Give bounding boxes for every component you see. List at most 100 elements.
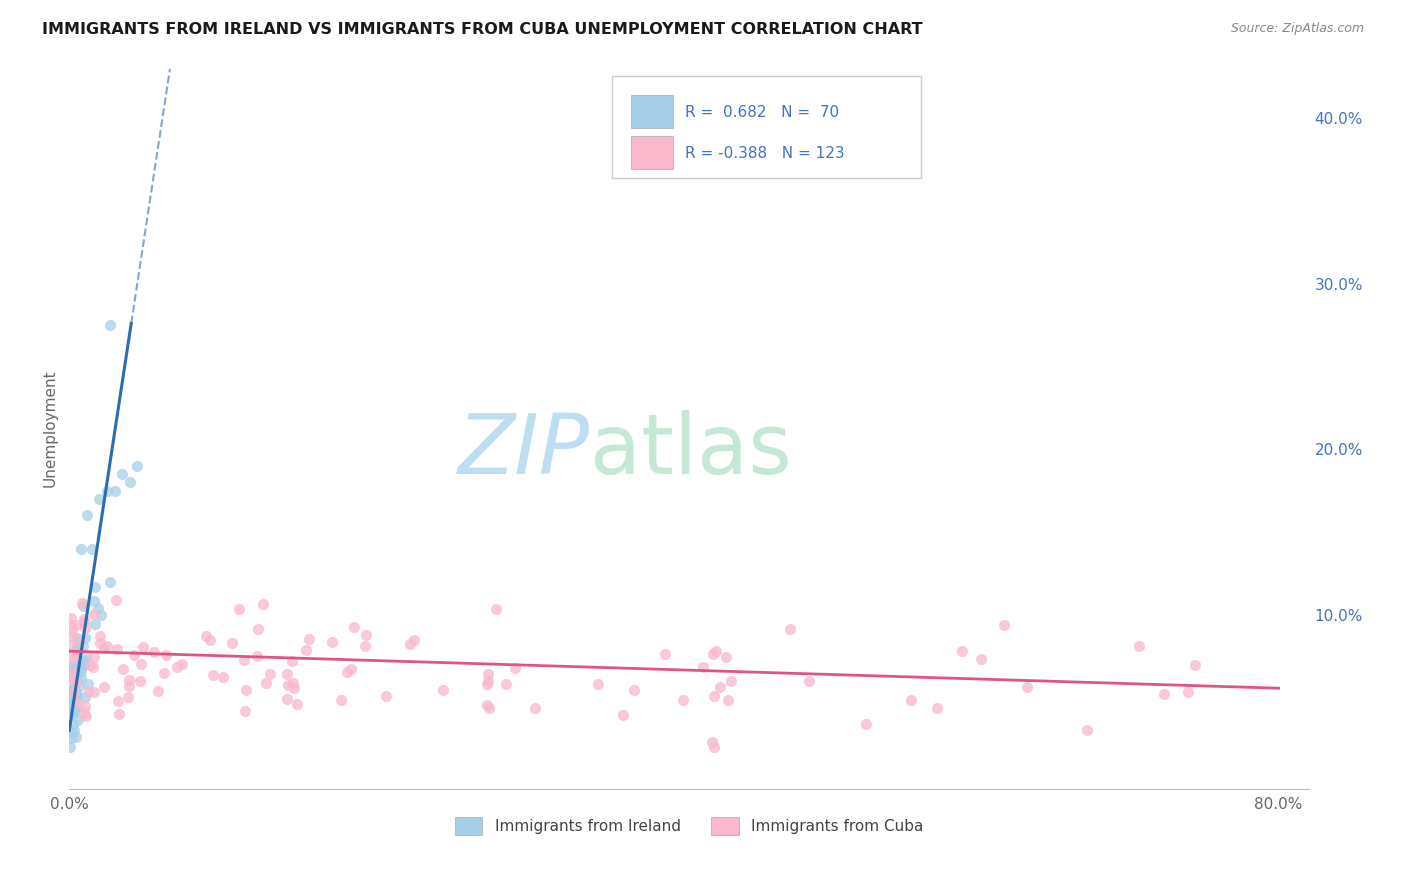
Point (1128, 639, 1150, 653)
Point (779, 622, 801, 636)
Point (63, 672, 86, 686)
Point (63, 693, 86, 707)
Point (62, 702, 84, 716)
Point (59, 684, 82, 698)
Point (90, 607, 112, 622)
Point (118, 475, 141, 490)
Point (63, 656, 86, 670)
Point (83, 607, 105, 621)
Point (83, 685, 105, 699)
Point (155, 648, 177, 662)
Point (98, 574, 121, 589)
Point (83, 650, 105, 665)
Point (166, 660, 188, 674)
Point (62, 669, 84, 683)
Text: atlas: atlas (591, 409, 792, 491)
Point (703, 689, 725, 703)
Point (75, 708, 97, 723)
Point (105, 641, 128, 656)
Point (235, 682, 257, 697)
Point (89, 636, 111, 650)
Point (62, 673, 84, 688)
Point (129, 673, 152, 688)
Point (495, 677, 517, 691)
Point (79, 657, 101, 672)
Point (586, 677, 609, 691)
Point (73, 612, 96, 626)
Point (612, 707, 634, 722)
Point (143, 645, 166, 659)
Point (60, 671, 83, 685)
Point (340, 662, 363, 676)
Point (925, 701, 948, 715)
Point (321, 635, 343, 649)
Point (228, 602, 250, 616)
Legend: Immigrants from Ireland, Immigrants from Cuba: Immigrants from Ireland, Immigrants from… (454, 817, 924, 835)
Point (294, 642, 316, 657)
Point (259, 667, 281, 681)
Point (1015, 680, 1038, 694)
Point (703, 740, 725, 755)
Point (62, 691, 84, 706)
Point (375, 690, 398, 704)
Text: R =  0.682   N =  70: R = 0.682 N = 70 (685, 105, 839, 120)
Point (65, 673, 87, 687)
Point (59, 740, 82, 755)
Point (65, 617, 87, 632)
Point (62, 685, 84, 699)
Point (118, 673, 141, 687)
Point (70, 541, 93, 556)
Point (63, 723, 86, 738)
Point (198, 632, 221, 647)
Point (129, 657, 152, 672)
Point (1177, 685, 1199, 699)
Point (1184, 657, 1206, 672)
Point (63, 704, 86, 718)
Point (148, 684, 170, 698)
Point (66, 701, 89, 715)
Point (59, 699, 82, 714)
Point (70, 664, 93, 678)
Point (60, 669, 83, 683)
Point (67, 662, 90, 676)
Point (285, 697, 308, 711)
Point (797, 674, 820, 689)
Point (478, 701, 501, 715)
Point (77, 684, 100, 698)
Point (170, 657, 193, 671)
Point (702, 648, 724, 662)
Point (63, 670, 86, 684)
Point (281, 654, 304, 668)
Point (65, 674, 87, 689)
Point (276, 692, 298, 706)
Text: IMMIGRANTS FROM IRELAND VS IMMIGRANTS FROM CUBA UNEMPLOYMENT CORRELATION CHART: IMMIGRANTS FROM IRELAND VS IMMIGRANTS FR… (42, 22, 922, 37)
Point (60, 726, 83, 740)
Point (717, 693, 740, 707)
Point (96, 483, 118, 498)
Point (330, 693, 353, 707)
Point (73, 621, 96, 635)
Point (59, 611, 82, 625)
Point (475, 698, 498, 712)
Point (60, 629, 83, 643)
Point (73, 657, 96, 672)
Point (66, 714, 89, 728)
Point (343, 620, 366, 634)
Point (432, 682, 454, 697)
Point (83, 580, 105, 594)
Point (77, 677, 100, 691)
Point (66, 697, 89, 711)
Point (66, 665, 89, 680)
Point (283, 681, 305, 695)
Point (65, 730, 87, 744)
Point (233, 704, 256, 718)
Point (63, 680, 86, 694)
Point (485, 602, 508, 616)
Point (58, 664, 80, 678)
Point (692, 659, 714, 673)
Point (59, 731, 82, 745)
Point (477, 673, 499, 688)
Point (277, 678, 299, 692)
Point (59, 681, 82, 696)
Point (855, 717, 877, 731)
